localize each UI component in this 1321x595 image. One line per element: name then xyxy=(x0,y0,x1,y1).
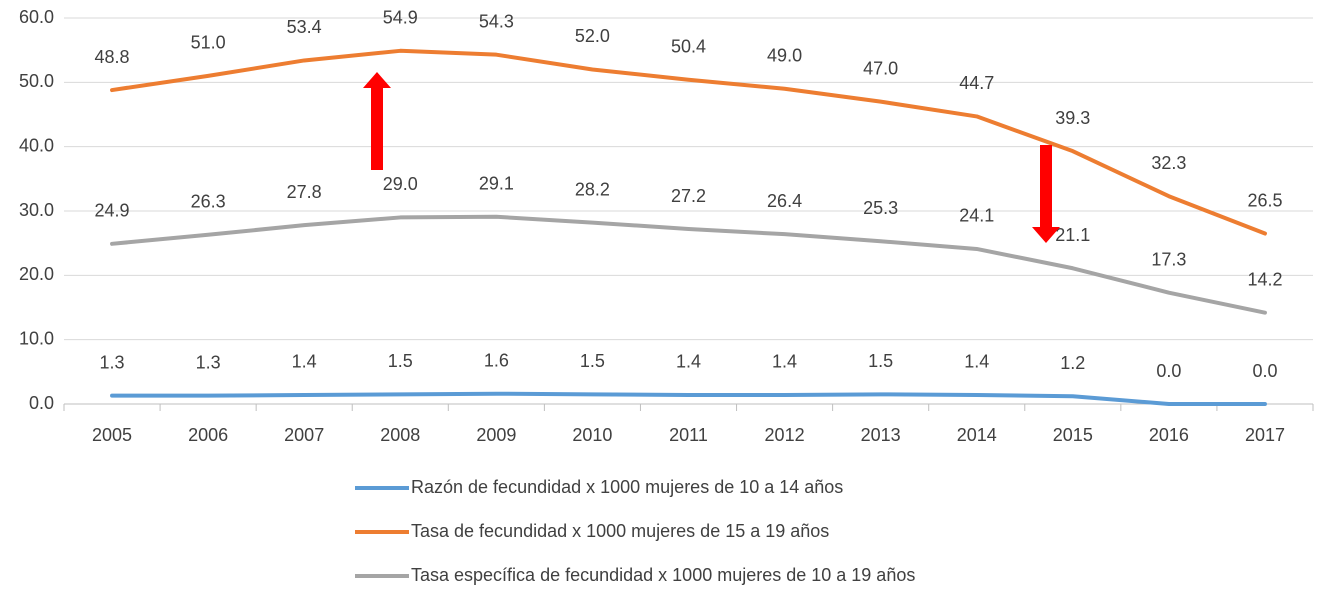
y-tick-label: 40.0 xyxy=(19,135,54,155)
data-label: 14.2 xyxy=(1247,269,1282,289)
data-label: 26.5 xyxy=(1247,190,1282,210)
data-label: 1.4 xyxy=(676,352,701,372)
data-label: 1.6 xyxy=(484,350,509,370)
x-tick-label: 2017 xyxy=(1245,425,1285,445)
data-label: 1.5 xyxy=(388,351,413,371)
data-label: 25.3 xyxy=(863,198,898,218)
y-tick-label: 10.0 xyxy=(19,328,54,348)
data-label: 27.2 xyxy=(671,186,706,206)
x-tick-label: 2008 xyxy=(380,425,420,445)
data-label: 1.4 xyxy=(964,352,989,372)
data-label: 50.4 xyxy=(671,37,706,57)
data-label: 17.3 xyxy=(1151,249,1186,269)
x-tick-label: 2006 xyxy=(188,425,228,445)
data-label: 52.0 xyxy=(575,26,610,46)
data-label: 28.2 xyxy=(575,179,610,199)
x-tick-label: 2014 xyxy=(957,425,997,445)
data-label: 53.4 xyxy=(287,17,322,37)
y-tick-label: 50.0 xyxy=(19,71,54,91)
data-label: 24.9 xyxy=(95,201,130,221)
series-line xyxy=(110,214,1267,315)
series-line xyxy=(110,48,1267,236)
legend-label: Razón de fecundidad x 1000 mujeres de 10… xyxy=(411,477,843,497)
data-label: 1.3 xyxy=(100,352,125,372)
data-label: 1.5 xyxy=(868,351,893,371)
legend-label: Tasa de fecundidad x 1000 mujeres de 15 … xyxy=(411,521,829,541)
data-label: 24.1 xyxy=(959,206,994,226)
data-label: 1.4 xyxy=(772,352,797,372)
y-tick-label: 0.0 xyxy=(29,393,54,413)
x-tick-label: 2005 xyxy=(92,425,132,445)
data-label: 47.0 xyxy=(863,58,898,78)
data-label: 32.3 xyxy=(1151,153,1186,173)
x-tick-label: 2015 xyxy=(1053,425,1093,445)
y-tick-label: 60.0 xyxy=(19,7,54,27)
data-label: 49.0 xyxy=(767,46,802,66)
x-tick-label: 2010 xyxy=(572,425,612,445)
data-label: 29.1 xyxy=(479,174,514,194)
data-label: 54.9 xyxy=(383,8,418,28)
data-label: 1.3 xyxy=(196,352,221,372)
data-label: 1.2 xyxy=(1060,353,1085,373)
data-label: 26.3 xyxy=(191,192,226,212)
annotation-arrow-down xyxy=(1032,145,1060,243)
legend-label: Tasa específica de fecundidad x 1000 muj… xyxy=(411,565,915,585)
y-tick-label: 20.0 xyxy=(19,264,54,284)
x-tick-label: 2007 xyxy=(284,425,324,445)
data-label: 26.4 xyxy=(767,191,802,211)
data-label: 51.0 xyxy=(191,33,226,53)
data-label: 44.7 xyxy=(959,73,994,93)
data-label: 1.4 xyxy=(292,352,317,372)
x-tick-label: 2016 xyxy=(1149,425,1189,445)
y-tick-label: 30.0 xyxy=(19,200,54,220)
data-label: 29.0 xyxy=(383,174,418,194)
data-label: 0.0 xyxy=(1252,361,1277,381)
x-tick-label: 2011 xyxy=(669,425,708,445)
data-label: 54.3 xyxy=(479,11,514,31)
x-tick-label: 2012 xyxy=(765,425,805,445)
data-label: 1.5 xyxy=(580,351,605,371)
series-line xyxy=(110,391,1267,406)
data-label: 48.8 xyxy=(95,47,130,67)
data-label: 27.8 xyxy=(287,182,322,202)
data-label: 39.3 xyxy=(1055,108,1090,128)
annotation-arrow-up xyxy=(363,72,391,170)
x-tick-label: 2009 xyxy=(476,425,516,445)
x-tick-label: 2013 xyxy=(861,425,901,445)
data-label: 0.0 xyxy=(1156,361,1181,381)
data-label: 21.1 xyxy=(1055,225,1090,245)
